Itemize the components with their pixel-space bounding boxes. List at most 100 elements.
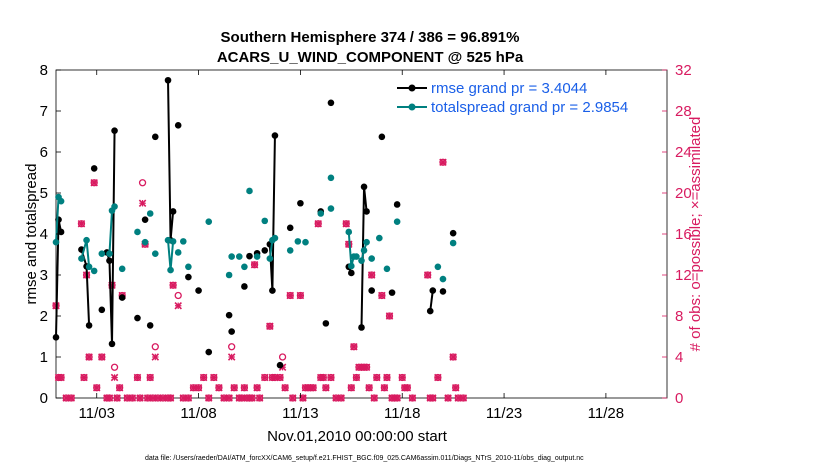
obs-assimilated-point <box>352 373 361 382</box>
obs-assimilated-point <box>98 353 106 361</box>
obs-assimilated-point <box>459 394 468 402</box>
totalspread-point <box>327 205 335 212</box>
totalspread-point <box>106 250 113 257</box>
rmse-point <box>378 133 386 141</box>
y2-tick-label: 8 <box>675 308 683 325</box>
obs-assimilated-point <box>429 394 437 402</box>
totalspread-point <box>345 228 353 236</box>
rmse-point <box>276 361 284 369</box>
obs-assimilated-point <box>85 353 93 361</box>
rmse-point <box>269 287 276 294</box>
rmse-point <box>363 208 370 215</box>
obs-assimilated-point <box>227 353 236 361</box>
obs-assimilated-point <box>423 271 432 279</box>
x-tick-label: 11/28 <box>588 405 624 422</box>
totalspread-point <box>52 238 60 246</box>
obs-assimilated-point <box>385 312 394 320</box>
totalspread-point <box>111 203 118 210</box>
obs-assimilated-point <box>373 373 381 382</box>
rmse-point <box>90 165 98 172</box>
rmse-point <box>85 322 93 329</box>
rmse-point <box>261 247 269 254</box>
obs-assimilated-point <box>319 373 328 382</box>
legend-rmse-marker <box>408 84 416 92</box>
obs-assimilated-point <box>174 301 182 310</box>
x-axis-ticks: 11/03 11/08 11/13 11/18 11/23 11/28 <box>79 70 624 422</box>
obs-possible-point <box>174 291 182 300</box>
obs-assimilated-point <box>253 383 261 392</box>
obs-assimilated-point <box>362 363 371 372</box>
totalspread-point <box>146 210 154 217</box>
totalspread-point <box>185 263 192 271</box>
obs-assimilated-point <box>240 383 249 392</box>
legend-totalspread-marker <box>408 103 416 111</box>
obs-assimilated-point <box>194 383 203 392</box>
totalspread-point <box>393 218 401 225</box>
obs-assimilated-point <box>128 394 137 402</box>
obs-assimilated-point <box>367 271 376 279</box>
totalspread-point <box>363 238 370 246</box>
totalspread-point <box>271 234 279 242</box>
obs-assimilated-point <box>110 373 119 382</box>
chart-title: Southern Hemisphere 374 / 386 = 96.891% <box>221 29 520 46</box>
totalspread-point <box>439 275 447 283</box>
obs-assimilated-point <box>439 158 447 167</box>
x-tick-label: 11/23 <box>486 405 522 422</box>
obs-assimilated-point <box>199 373 208 382</box>
obs-assimilated-point <box>77 219 86 228</box>
obs-assimilated-point <box>370 394 378 402</box>
obs-assimilated-point <box>210 373 218 382</box>
rmse-point <box>439 288 447 295</box>
obs-assimilated-point <box>393 394 401 402</box>
obs-assimilated-point <box>309 383 317 392</box>
obs-assimilated-point <box>383 373 391 382</box>
totalspread-point <box>358 257 365 264</box>
rmse-point <box>108 340 116 348</box>
rmse-point <box>205 348 213 356</box>
obs-assimilated-point <box>451 383 460 392</box>
obs-assimilated-point <box>266 322 274 331</box>
obs-possible-point <box>151 343 159 351</box>
y2-axis-label: # of obs: o=possible; ×=assimilated <box>687 117 704 352</box>
obs-assimilated-point <box>184 394 193 402</box>
chart-marks <box>52 76 468 402</box>
y-axis-ticks: 0 1 2 3 4 5 6 7 8 <box>40 62 61 407</box>
obs-assimilated-point <box>408 394 417 402</box>
totalspread-point <box>90 267 98 275</box>
rmse-point <box>327 99 335 107</box>
obs-assimilated-point <box>248 394 256 402</box>
obs-assimilated-point <box>314 219 322 228</box>
totalspread-point <box>164 236 172 244</box>
totalspread-point <box>169 238 177 245</box>
obs-assimilated-point <box>434 373 442 382</box>
legend-rmse-label: rmse grand pr = 3.4044 <box>431 80 587 97</box>
y-tick-label: 6 <box>40 144 48 161</box>
totalspread-point <box>327 174 335 182</box>
totalspread-point <box>205 218 213 225</box>
y-tick-label: 7 <box>40 103 48 120</box>
obs-assimilated-point <box>138 199 147 208</box>
y-tick-label: 3 <box>40 267 48 284</box>
y-axis-label: rmse and totalspread <box>23 164 40 305</box>
obs-assimilated-point <box>296 291 305 300</box>
obs-assimilated-point <box>146 373 154 382</box>
totalspread-point <box>246 187 253 195</box>
rmse-point <box>241 283 248 290</box>
obs-assimilated-point <box>204 394 213 402</box>
rmse-point <box>185 273 192 281</box>
totalspread-point <box>134 228 141 236</box>
obs-assimilated-point <box>350 342 358 351</box>
rmse-line-segment <box>429 290 434 312</box>
y2-tick-label: 4 <box>675 349 683 366</box>
obs-assimilated-point <box>342 219 350 228</box>
obs-assimilated-point <box>255 394 264 402</box>
totalspread-point <box>241 263 248 271</box>
obs-assimilated-point <box>225 394 233 402</box>
y2-tick-label: 0 <box>675 390 683 407</box>
obs-assimilated-point <box>113 394 121 402</box>
totalspread-point <box>236 253 243 260</box>
rmse-point <box>360 183 368 191</box>
rmse-point <box>195 287 202 294</box>
totalspread-point <box>261 217 269 225</box>
